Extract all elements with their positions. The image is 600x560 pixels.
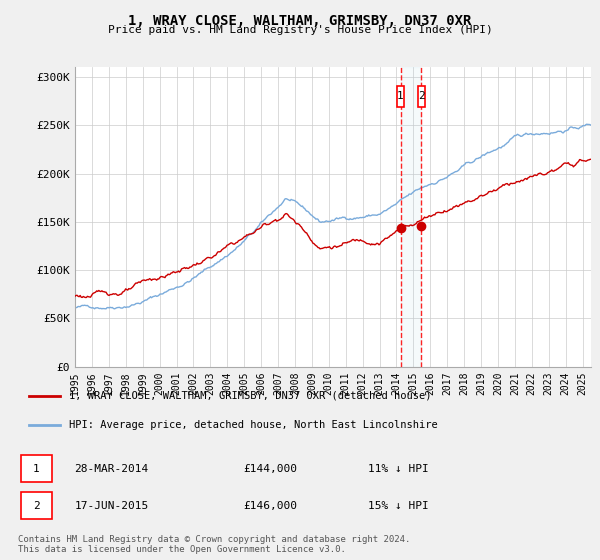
Text: 11% ↓ HPI: 11% ↓ HPI: [368, 464, 428, 474]
Text: 1: 1: [33, 464, 40, 474]
Bar: [418, 86, 425, 107]
Text: 17-JUN-2015: 17-JUN-2015: [74, 501, 149, 511]
Bar: [401, 67, 421, 367]
Text: HPI: Average price, detached house, North East Lincolnshire: HPI: Average price, detached house, Nort…: [69, 420, 437, 430]
Text: 2: 2: [418, 91, 425, 101]
Text: Price paid vs. HM Land Registry's House Price Index (HPI): Price paid vs. HM Land Registry's House …: [107, 25, 493, 35]
Text: £146,000: £146,000: [244, 501, 298, 511]
Text: Contains HM Land Registry data © Crown copyright and database right 2024.
This d: Contains HM Land Registry data © Crown c…: [18, 535, 410, 554]
Text: 15% ↓ HPI: 15% ↓ HPI: [368, 501, 428, 511]
Text: 28-MAR-2014: 28-MAR-2014: [74, 464, 149, 474]
Text: 2: 2: [33, 501, 40, 511]
Text: 1, WRAY CLOSE, WALTHAM, GRIMSBY, DN37 0XR: 1, WRAY CLOSE, WALTHAM, GRIMSBY, DN37 0X…: [128, 14, 472, 28]
Bar: [21, 492, 52, 519]
Text: 1: 1: [397, 91, 404, 101]
Bar: [21, 455, 52, 482]
Text: 1, WRAY CLOSE, WALTHAM, GRIMSBY, DN37 0XR (detached house): 1, WRAY CLOSE, WALTHAM, GRIMSBY, DN37 0X…: [69, 390, 431, 400]
Text: £144,000: £144,000: [244, 464, 298, 474]
Bar: [397, 86, 404, 107]
